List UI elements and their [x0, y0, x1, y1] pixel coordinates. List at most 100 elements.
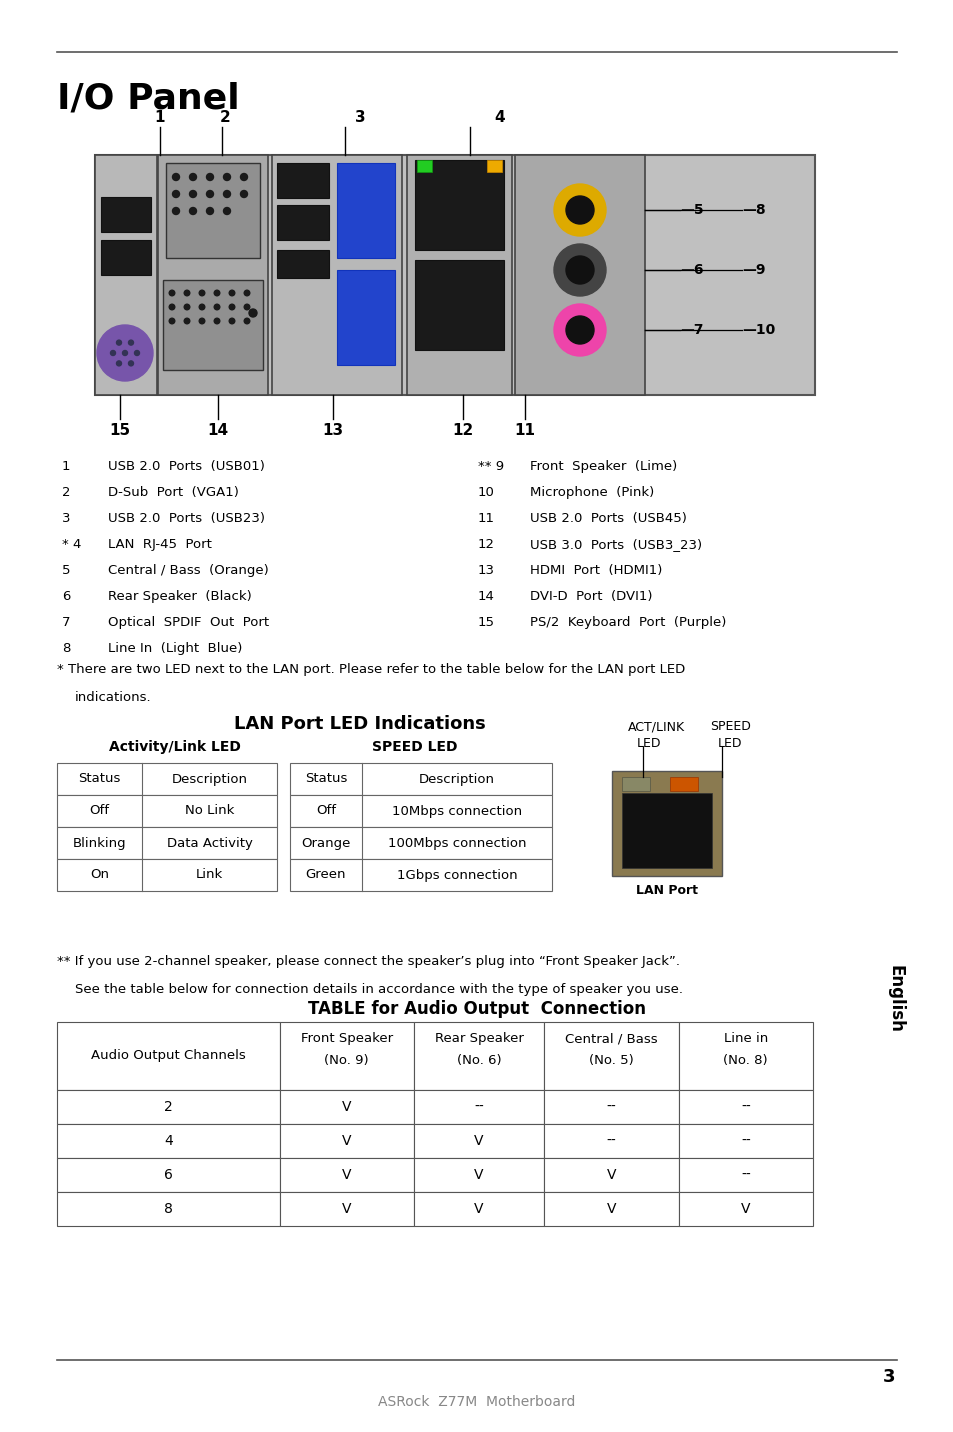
Text: Central / Bass  (Orange): Central / Bass (Orange) [108, 564, 269, 577]
Circle shape [214, 318, 219, 324]
Text: V: V [474, 1201, 483, 1216]
Text: (No. 5): (No. 5) [588, 1054, 633, 1067]
Text: 14: 14 [207, 422, 229, 438]
Text: No Link: No Link [185, 805, 233, 818]
Bar [158, 155, 268, 395]
Bar [101, 198, 151, 232]
Circle shape [223, 173, 231, 180]
Circle shape [244, 318, 250, 324]
Text: --: -- [740, 1100, 750, 1114]
Bar [416, 160, 432, 172]
Text: V: V [606, 1169, 616, 1181]
Circle shape [214, 304, 219, 309]
Bar [415, 160, 503, 251]
Circle shape [565, 196, 594, 223]
Text: --: -- [740, 1169, 750, 1181]
Text: 3: 3 [62, 513, 71, 526]
Circle shape [122, 351, 128, 355]
Circle shape [554, 304, 605, 357]
Bar [414, 1191, 543, 1226]
Text: V: V [342, 1100, 352, 1114]
Text: 15: 15 [477, 616, 495, 629]
Bar [276, 163, 329, 198]
Bar [57, 1124, 279, 1158]
Circle shape [199, 318, 205, 324]
Text: V: V [342, 1134, 352, 1148]
Bar [57, 1022, 279, 1090]
Text: ** 9: ** 9 [477, 460, 503, 473]
Text: 3: 3 [882, 1368, 894, 1386]
Text: Rear Speaker  (Black): Rear Speaker (Black) [108, 590, 252, 603]
Bar [678, 1191, 812, 1226]
Text: --: -- [606, 1100, 616, 1114]
Text: Audio Output Channels: Audio Output Channels [91, 1050, 246, 1063]
Circle shape [206, 173, 213, 180]
Text: 8: 8 [62, 642, 71, 654]
Text: Green: Green [305, 868, 346, 882]
Text: indications.: indications. [75, 692, 152, 705]
Text: 2: 2 [62, 485, 71, 498]
Text: (No. 6): (No. 6) [456, 1054, 501, 1067]
Text: HDMI  Port  (HDMI1): HDMI Port (HDMI1) [530, 564, 661, 577]
Text: USB 3.0  Ports  (USB3_23): USB 3.0 Ports (USB3_23) [530, 538, 701, 551]
Text: V: V [474, 1169, 483, 1181]
Bar [621, 778, 649, 790]
Text: V: V [342, 1201, 352, 1216]
Text: Link: Link [195, 868, 223, 882]
Text: 12: 12 [477, 538, 495, 551]
Text: Status: Status [78, 772, 121, 786]
Circle shape [172, 190, 179, 198]
Text: Status: Status [305, 772, 347, 786]
Text: I/O Panel: I/O Panel [57, 82, 239, 116]
Circle shape [206, 190, 213, 198]
Circle shape [169, 304, 174, 309]
Bar [290, 763, 552, 795]
Bar [166, 163, 260, 258]
Bar [95, 155, 814, 395]
Text: 6: 6 [62, 590, 71, 603]
Text: 1: 1 [62, 460, 71, 473]
Text: Orange: Orange [301, 836, 351, 849]
Text: Description: Description [172, 772, 247, 786]
Text: 13: 13 [477, 564, 495, 577]
Text: 5: 5 [62, 564, 71, 577]
Circle shape [184, 291, 190, 296]
Circle shape [190, 190, 196, 198]
Text: (No. 9): (No. 9) [324, 1054, 369, 1067]
Circle shape [134, 351, 139, 355]
Circle shape [97, 325, 152, 381]
Circle shape [554, 243, 605, 296]
Text: SPEED: SPEED [709, 720, 750, 733]
Circle shape [229, 291, 234, 296]
Bar [57, 1191, 279, 1226]
Circle shape [172, 173, 179, 180]
Text: Front Speaker: Front Speaker [300, 1032, 393, 1045]
Bar [279, 1090, 414, 1124]
Text: 15: 15 [110, 422, 131, 438]
Text: --: -- [606, 1134, 616, 1148]
Text: 10Mbps connection: 10Mbps connection [392, 805, 521, 818]
Circle shape [223, 190, 231, 198]
Text: 12: 12 [452, 422, 473, 438]
Circle shape [206, 208, 213, 215]
Bar [57, 859, 276, 891]
Text: LED: LED [718, 737, 741, 750]
Text: USB 2.0  Ports  (USB01): USB 2.0 Ports (USB01) [108, 460, 265, 473]
Text: Data Activity: Data Activity [167, 836, 253, 849]
Circle shape [565, 316, 594, 344]
Circle shape [240, 190, 247, 198]
Circle shape [190, 208, 196, 215]
Text: LAN Port LED Indications: LAN Port LED Indications [233, 715, 485, 733]
Circle shape [214, 291, 219, 296]
Text: D-Sub  Port  (VGA1): D-Sub Port (VGA1) [108, 485, 238, 498]
Circle shape [172, 208, 179, 215]
Text: Line in: Line in [723, 1032, 767, 1045]
Text: ACT/LINK: ACT/LINK [627, 720, 684, 733]
Bar [415, 261, 503, 349]
Text: * There are two LED next to the LAN port. Please refer to the table below for th: * There are two LED next to the LAN port… [57, 663, 684, 676]
Text: --: -- [740, 1134, 750, 1148]
Circle shape [199, 304, 205, 309]
Text: V: V [474, 1134, 483, 1148]
Text: 2: 2 [219, 110, 230, 125]
Bar [414, 1022, 543, 1090]
